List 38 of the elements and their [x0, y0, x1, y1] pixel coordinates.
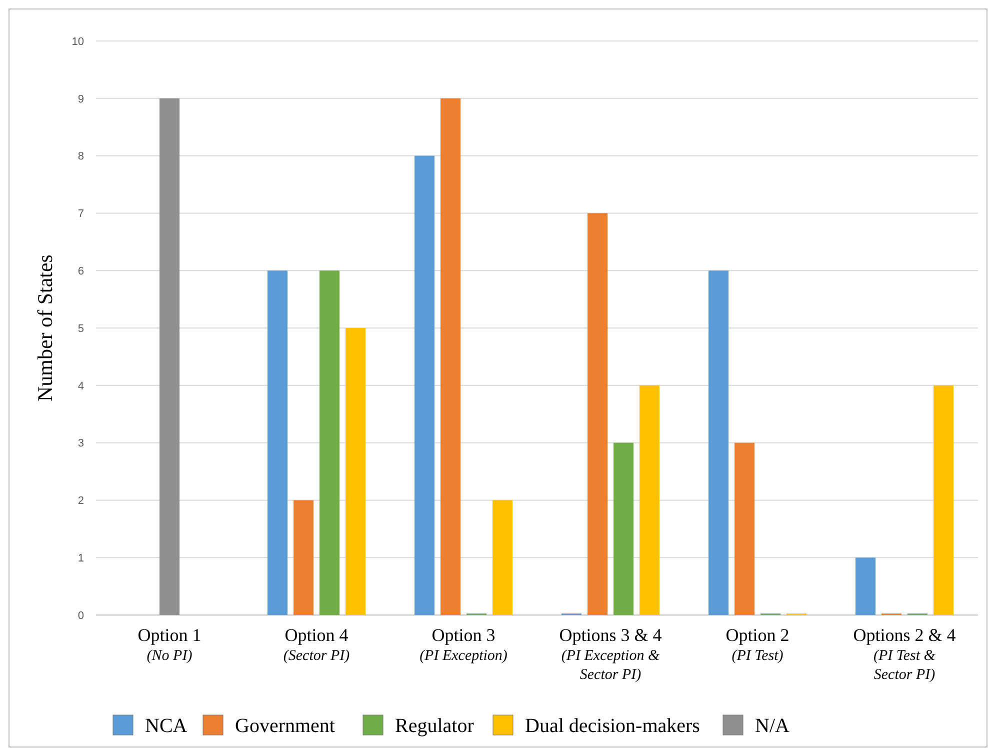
legend-label: NCA [145, 715, 188, 737]
y-axis-title: Number of States [33, 254, 57, 402]
y-tick-label: 2 [78, 495, 84, 508]
y-tick-label: 10 [72, 36, 84, 48]
bar [614, 442, 634, 615]
bar [268, 270, 288, 615]
x-tick-label: Option 2 (PI Test) [726, 625, 790, 664]
bar [294, 500, 314, 615]
legend-label: Regulator [395, 715, 474, 737]
y-tick-label: 5 [78, 322, 84, 335]
legend-label: Dual decision-makers [525, 715, 700, 737]
bar [856, 558, 876, 615]
bar [440, 98, 460, 615]
bar [346, 328, 366, 615]
bar [734, 442, 754, 615]
bar [320, 270, 340, 615]
y-tick-label: 0 [78, 610, 84, 622]
bar [708, 270, 728, 615]
bar [640, 385, 660, 615]
y-tick-label: 9 [78, 93, 84, 106]
bar [934, 385, 954, 615]
x-tick-label: Option 3 (PI Exception) [420, 625, 508, 664]
y-tick-label: 1 [78, 552, 84, 564]
bar [160, 98, 180, 615]
y-tick-label: 6 [78, 265, 84, 278]
bar [414, 156, 434, 615]
bar [588, 213, 608, 615]
x-tick-label: Options 2 & 4 (PI Test & Sector PI) [853, 625, 956, 683]
x-tick-label: Option 4 (Sector PI) [283, 625, 350, 664]
y-tick-label: 3 [78, 438, 84, 450]
legend-label: Government [235, 715, 336, 737]
bar [492, 500, 512, 615]
y-tick-label: 8 [78, 150, 84, 163]
x-tick-label: Options 3 & 4 (PI Exception & Sector PI) [559, 625, 662, 683]
x-tick-label: Option 1 (No PI) [138, 625, 202, 664]
legend-label: N/A [755, 715, 790, 737]
y-tick-label: 4 [78, 380, 84, 392]
y-tick-label: 7 [78, 208, 84, 220]
